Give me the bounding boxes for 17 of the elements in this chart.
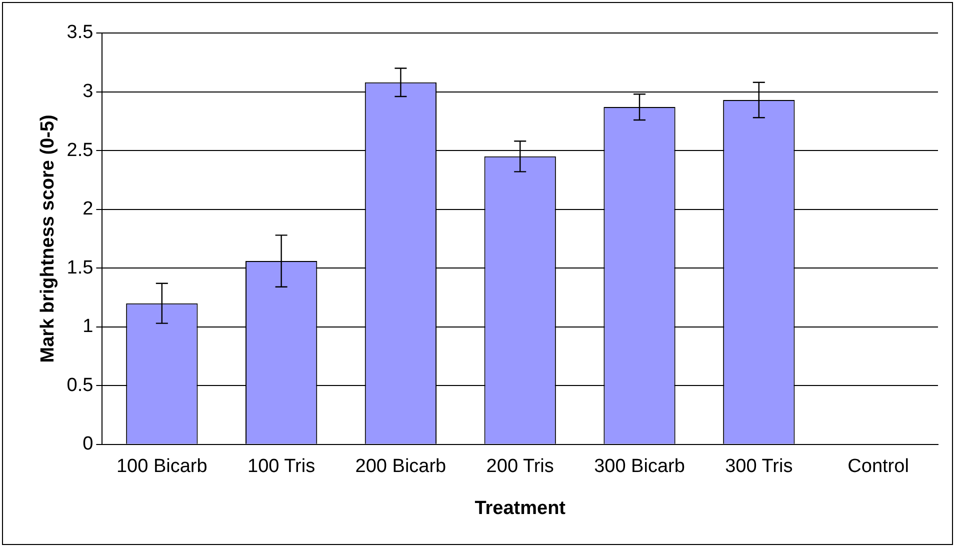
y-tick-label: 3.5 — [66, 22, 94, 44]
y-tick-label: 0 — [82, 434, 94, 455]
y-tick-label: 1.5 — [66, 257, 94, 278]
x-tick-label: Control — [848, 456, 909, 478]
x-tick-label: 100 Tris — [248, 456, 316, 478]
x-tick-label: 100 Bicarb — [116, 456, 208, 478]
x-axis-title: Treatment — [474, 498, 566, 519]
y-tick-label: 1 — [82, 316, 94, 338]
x-tick-label: 300 Bicarb — [594, 456, 685, 478]
x-tick-label: 300 Tris — [725, 456, 793, 478]
y-tick-label: 0.5 — [66, 374, 94, 396]
y-axis-title: Mark brightness score (0-5) — [38, 114, 59, 363]
x-tick-label: 200 Bicarb — [355, 456, 446, 478]
x-tick-label: 200 Tris — [486, 456, 554, 478]
y-tick-label: 3 — [82, 81, 94, 102]
y-tick-label: 2.5 — [66, 140, 94, 161]
y-tick-label: 2 — [82, 198, 94, 220]
